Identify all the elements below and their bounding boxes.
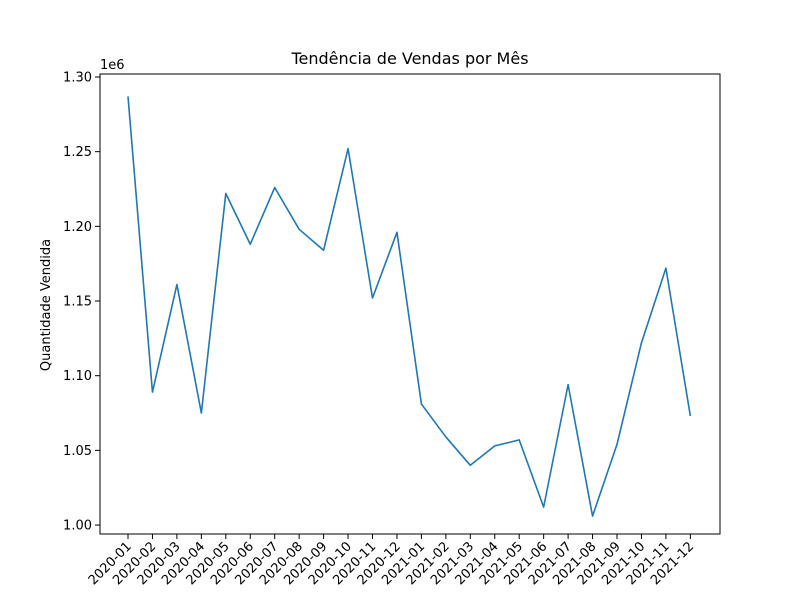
series-layer <box>127 96 692 517</box>
y-tick-label: 1.30 <box>63 70 92 85</box>
y-axis-label: Quantidade Vendida <box>39 239 54 371</box>
x-axis-ticks: 2020-012020-022020-032020-042020-052020-… <box>86 534 697 588</box>
y-tick-label: 1.05 <box>63 444 92 459</box>
series-line <box>127 96 692 517</box>
y-tick-label: 1.10 <box>63 369 92 384</box>
chart-title: Tendência de Vendas por Mês <box>290 49 528 68</box>
y-tick-label: 1.00 <box>63 519 92 534</box>
plot-area-frame <box>99 73 721 535</box>
y-axis-ticks: 1.00 1.05 1.10 1.15 1.20 1.25 1.30 <box>63 70 100 534</box>
y-tick-label: 1.15 <box>63 295 92 310</box>
y-tick-label: 1.20 <box>63 220 92 235</box>
y-tick-label: 1.25 <box>63 145 92 160</box>
y-offset-label: 1e6 <box>100 58 125 73</box>
